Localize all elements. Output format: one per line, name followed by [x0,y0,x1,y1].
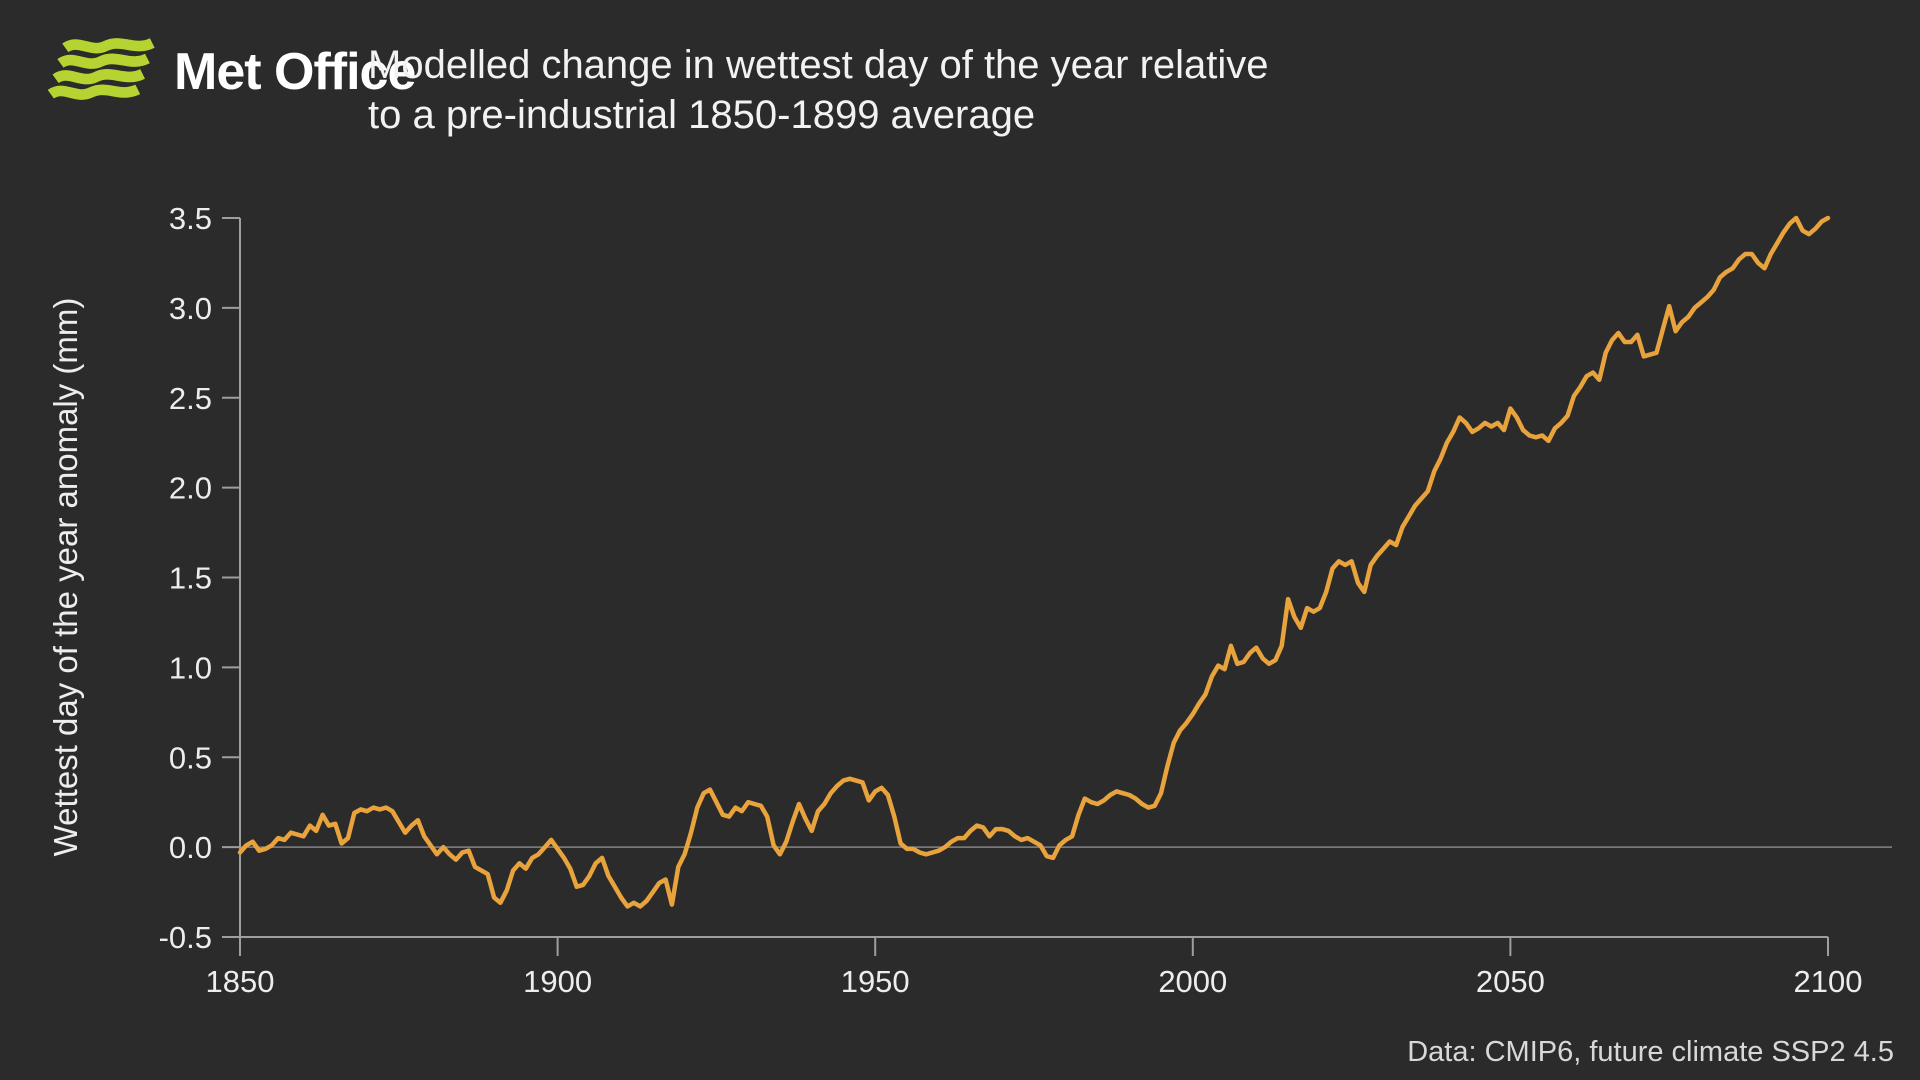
data-line [237,215,1831,909]
y-tick-label: 1.0 [169,650,212,685]
y-tick-label: 1.5 [169,561,212,596]
header: Met Office [44,38,416,106]
y-tick-label: 2.0 [169,471,212,506]
x-tick-label: 1900 [523,964,592,999]
x-tick-label: 1850 [206,964,275,999]
x-tick-label: 2100 [1794,964,1863,999]
met-office-waves-icon [47,38,155,100]
x-tick-label: 1950 [841,964,910,999]
y-tick-label: 0.5 [169,740,212,775]
x-tick-label: 2000 [1158,964,1227,999]
chart-title-line1: Modelled change in wettest day of the ye… [368,43,1269,87]
y-tick-label: -0.5 [159,920,212,955]
x-tick-label: 2050 [1476,964,1545,999]
chart-title-line2: to a pre-industrial 1850-1899 average [368,93,1036,137]
axis-frame [239,218,1828,938]
chart-title: Modelled change in wettest day of the ye… [368,40,1269,140]
met-office-wordmark: Met Office [174,43,416,101]
y-axis-title: Wettest day of the year anomaly (mm) [47,297,84,857]
met-office-logo: Met Office [44,38,416,106]
y-tick-label: 3.0 [169,291,212,326]
y-tick-label: 3.5 [169,201,212,236]
data-source-caption: Data: CMIP6, future climate SSP2 4.5 [1407,1036,1894,1068]
y-tick-label: 0.0 [169,830,212,865]
y-tick-label: 2.5 [169,381,212,416]
